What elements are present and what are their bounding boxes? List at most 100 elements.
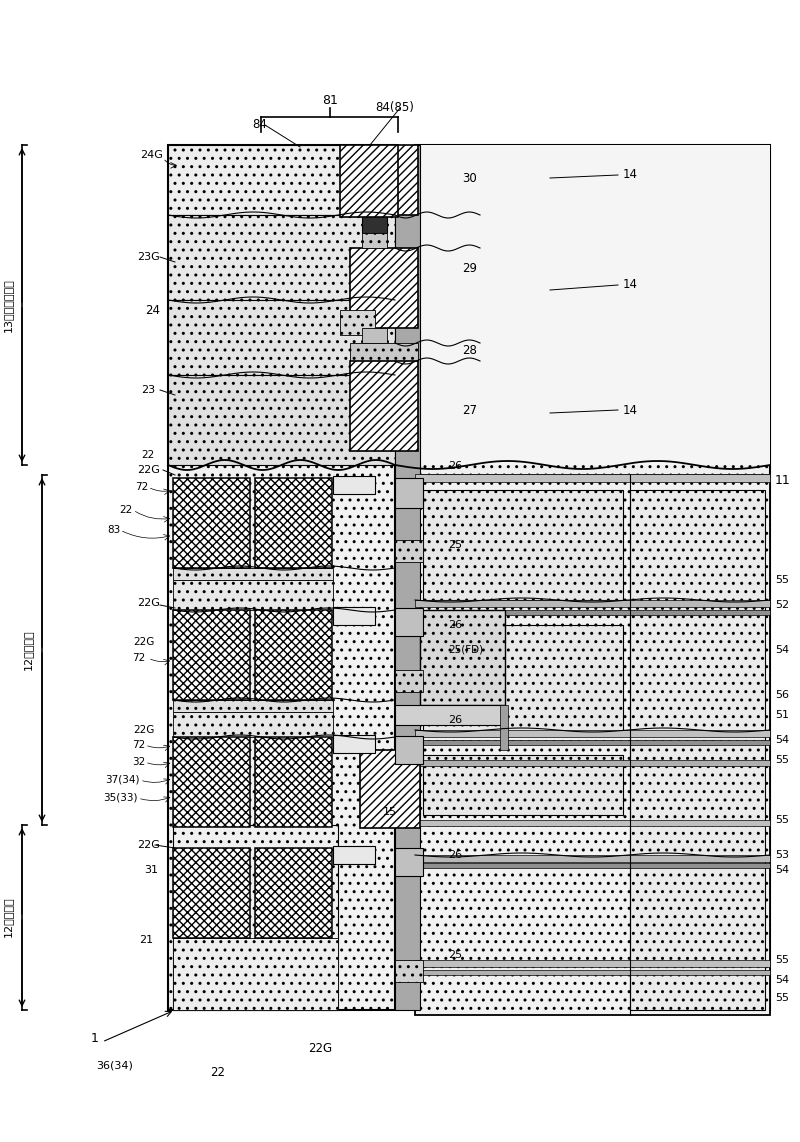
Bar [395, 960, 423, 982]
Text: 54: 54 [775, 864, 789, 875]
Text: 28: 28 [462, 344, 478, 356]
Text: 26: 26 [448, 620, 462, 630]
Bar [255, 478, 332, 568]
Bar [173, 849, 250, 938]
Bar [168, 300, 395, 375]
Bar [362, 233, 387, 248]
Text: 21: 21 [139, 935, 153, 944]
Bar [630, 490, 765, 1010]
Bar [333, 735, 375, 753]
Bar [340, 309, 375, 335]
Bar [415, 475, 770, 1015]
Text: 54: 54 [775, 645, 789, 656]
Bar [395, 705, 505, 725]
Text: 84: 84 [253, 119, 267, 131]
Bar [415, 730, 770, 737]
Text: 29: 29 [462, 262, 478, 274]
Text: 14: 14 [622, 403, 638, 417]
Text: 27: 27 [462, 403, 478, 417]
Bar [415, 145, 770, 1010]
Bar [415, 820, 770, 826]
Text: 25: 25 [448, 540, 462, 550]
Bar [395, 608, 423, 636]
Bar [350, 361, 418, 451]
Text: 51: 51 [775, 710, 789, 719]
Bar [415, 610, 770, 616]
Text: 72: 72 [134, 482, 148, 492]
Bar [340, 145, 398, 217]
Bar [333, 846, 375, 864]
Text: 13周辺电路部分: 13周辺电路部分 [3, 279, 13, 332]
Bar [415, 600, 770, 608]
Text: 22G: 22G [308, 1042, 332, 1054]
Text: 24G: 24G [140, 150, 163, 160]
Bar [168, 145, 395, 215]
Text: 12像素部分: 12像素部分 [3, 896, 13, 938]
Text: 35(33): 35(33) [103, 793, 138, 803]
Bar [255, 610, 332, 700]
Bar [173, 610, 250, 700]
Bar [362, 215, 387, 233]
Bar [173, 711, 333, 737]
Bar [173, 825, 338, 1010]
Bar [395, 670, 423, 692]
Bar [173, 580, 333, 610]
Text: 22G: 22G [134, 637, 155, 648]
Text: 22: 22 [142, 450, 155, 460]
Bar [420, 610, 505, 705]
Bar [395, 735, 423, 764]
Text: 22: 22 [210, 1067, 226, 1079]
Bar [395, 145, 420, 1010]
Bar [173, 737, 250, 827]
Bar [333, 476, 375, 494]
Bar [333, 608, 375, 625]
Bar [423, 625, 623, 735]
Text: 22G: 22G [134, 725, 155, 735]
Bar [255, 849, 332, 938]
Text: 53: 53 [775, 850, 789, 860]
Text: 84(85): 84(85) [375, 102, 414, 114]
Text: 22: 22 [120, 505, 133, 515]
Text: 54: 54 [775, 735, 789, 745]
Bar [395, 540, 423, 562]
Bar [415, 759, 770, 766]
Text: 26: 26 [448, 461, 462, 471]
Text: 31: 31 [144, 864, 158, 875]
Bar [362, 328, 387, 343]
Text: 36(34): 36(34) [97, 1060, 134, 1070]
Bar [420, 145, 770, 465]
Text: 14: 14 [622, 169, 638, 182]
Text: 52: 52 [775, 600, 789, 610]
Text: 25(FD): 25(FD) [448, 645, 483, 656]
Text: 26: 26 [448, 850, 462, 860]
Bar [423, 755, 623, 815]
Text: 26: 26 [448, 715, 462, 725]
Bar [350, 145, 418, 215]
Text: 1: 1 [91, 1031, 99, 1045]
Text: 14: 14 [622, 279, 638, 291]
Text: 55: 55 [775, 576, 789, 585]
Text: 55: 55 [775, 994, 789, 1003]
Bar [173, 938, 338, 1010]
Bar [415, 740, 770, 745]
Text: 37(34): 37(34) [106, 775, 140, 785]
Bar [415, 474, 770, 482]
Text: 54: 54 [775, 975, 789, 986]
Text: 15: 15 [383, 807, 397, 817]
Text: 22G: 22G [137, 465, 160, 475]
Text: 11: 11 [775, 474, 790, 486]
Text: 55: 55 [775, 755, 789, 765]
Bar [415, 970, 770, 975]
Bar [173, 478, 250, 568]
Bar [168, 375, 395, 465]
Text: 55: 55 [775, 815, 789, 825]
Bar [415, 855, 770, 862]
Bar [173, 568, 333, 580]
Text: 72: 72 [132, 740, 145, 750]
Text: 23G: 23G [138, 252, 160, 262]
Bar [395, 478, 423, 508]
Bar [500, 705, 508, 750]
Bar [168, 145, 395, 1010]
Text: 30: 30 [462, 171, 478, 185]
Text: 55: 55 [775, 955, 789, 965]
